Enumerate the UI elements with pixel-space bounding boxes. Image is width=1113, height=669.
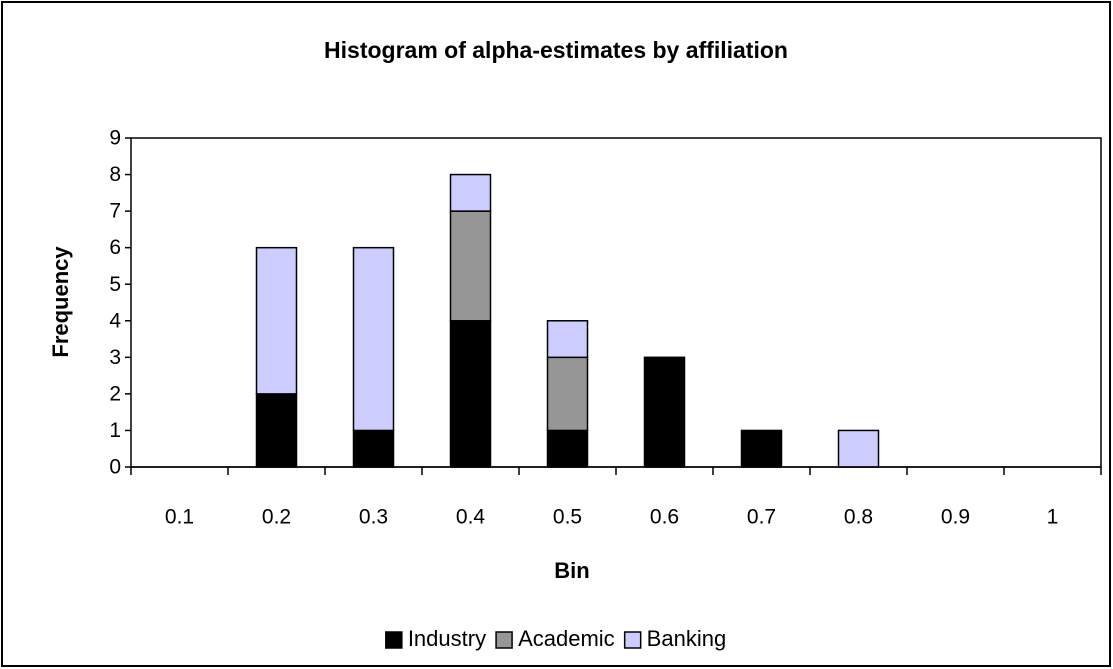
y-axis-label: Frequency [48, 246, 73, 358]
bar-segment [546, 356, 589, 432]
bar-segment [352, 429, 395, 468]
bar-segment [449, 320, 492, 468]
legend-label: Industry [408, 626, 486, 651]
legend-swatch [623, 631, 642, 649]
bar-segment [546, 429, 589, 468]
legend-label: Banking [647, 626, 727, 651]
bar-segment [449, 173, 492, 212]
y-tick-label: 9 [109, 127, 121, 150]
y-tick-label: 3 [109, 346, 121, 369]
y-tick-label: 7 [109, 200, 121, 223]
y-tick-label: 0 [109, 456, 121, 479]
x-tick-label: 0.3 [359, 506, 388, 529]
x-tick-label: 0.8 [844, 506, 873, 529]
x-tick-label: 0.1 [165, 506, 194, 529]
x-tick-label: 0.5 [553, 506, 582, 529]
x-tick-label: 0.4 [456, 506, 486, 529]
legend-swatch [495, 631, 513, 649]
bar-segment [255, 246, 298, 395]
legend-swatch [385, 631, 403, 649]
y-tick-label: 8 [109, 163, 121, 186]
y-tick-label: 4 [109, 309, 121, 332]
x-tick-label: 0.6 [650, 506, 679, 529]
chart-title: Histogram of alpha-estimates by affiliat… [324, 37, 788, 63]
bar-segment [255, 393, 298, 468]
bar-segment [546, 320, 589, 359]
y-tick-label: 2 [109, 382, 121, 405]
bar-segment [643, 356, 686, 468]
x-tick-label: 0.7 [747, 506, 776, 529]
bar-segment [740, 429, 783, 468]
y-tick-label: 6 [109, 236, 121, 259]
y-tick-label: 5 [109, 273, 121, 296]
x-tick-label: 0.9 [941, 506, 970, 529]
bar-segment [837, 429, 880, 468]
x-tick-label: 0.2 [262, 506, 291, 529]
bar-segment [449, 210, 492, 322]
bar-segment [352, 246, 395, 432]
legend-label: Academic [518, 626, 615, 651]
x-axis-label: Bin [554, 558, 589, 583]
x-tick-label: 1 [1047, 506, 1059, 529]
y-tick-label: 1 [109, 419, 121, 442]
